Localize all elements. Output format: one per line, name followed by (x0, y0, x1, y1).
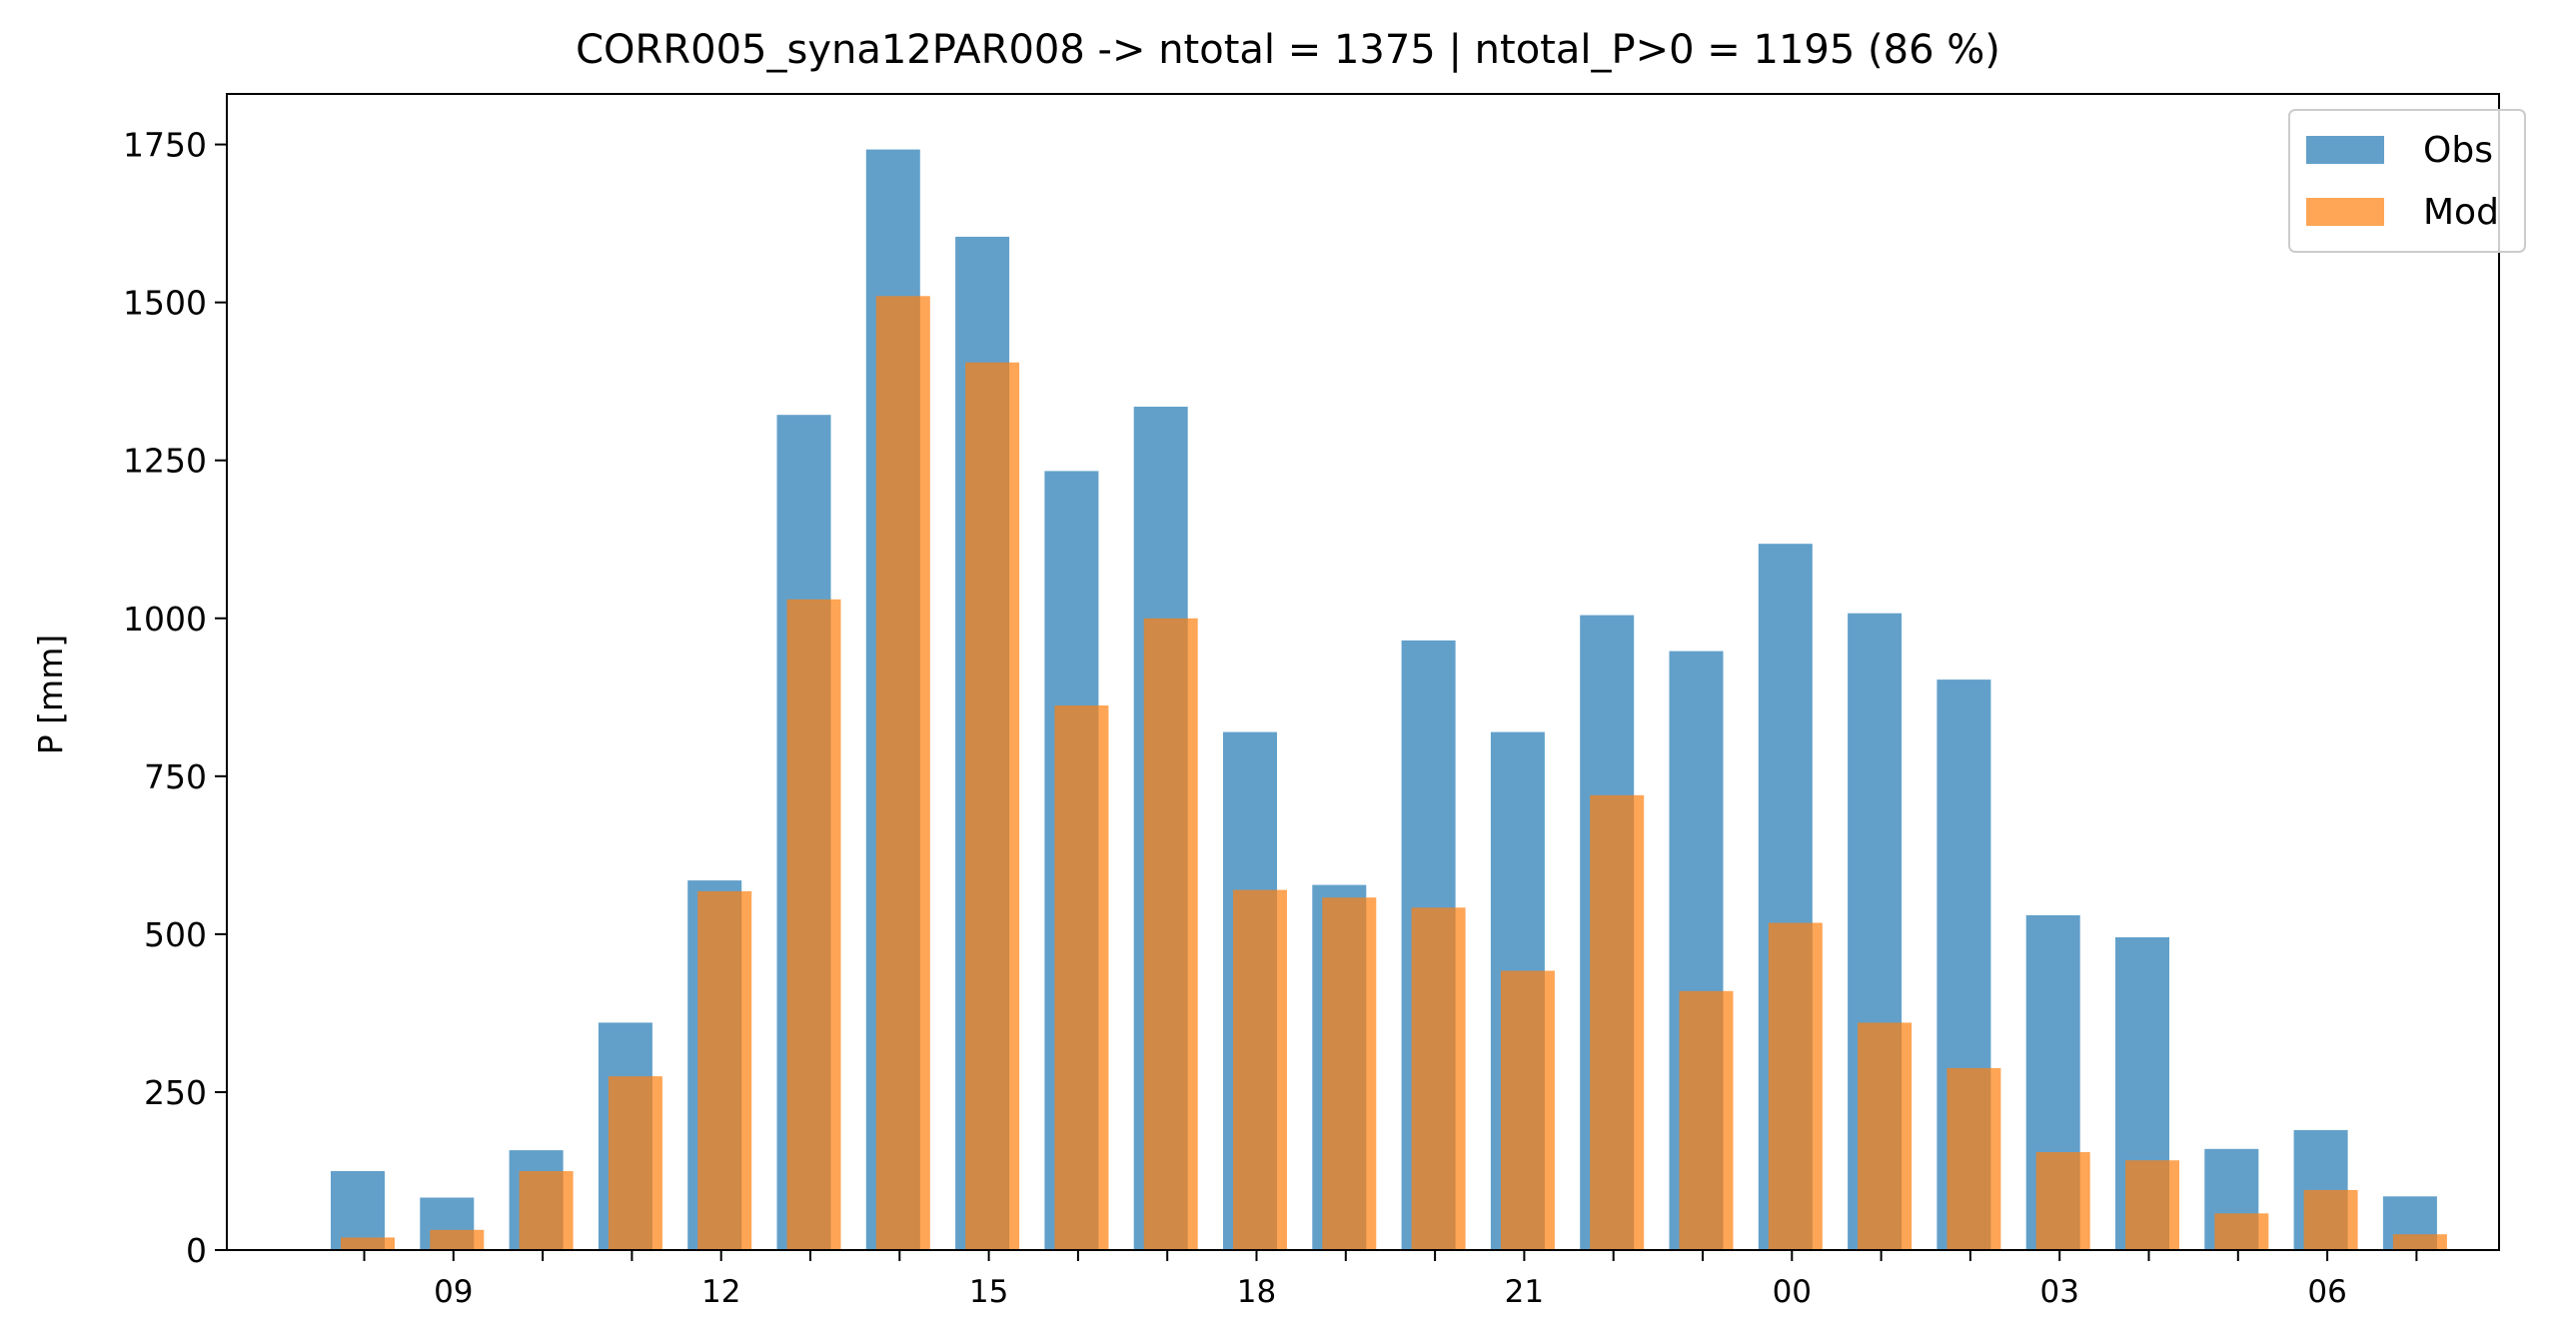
mod-bar-7 (965, 362, 1020, 1250)
mod-bar-13 (1500, 970, 1555, 1250)
x-tick-label-03: 03 (2039, 1274, 2078, 1310)
x-tick-label-18: 18 (1237, 1274, 1276, 1310)
legend: Obs Mod (2288, 109, 2526, 253)
y-tick-label-1500: 1500 (123, 284, 207, 323)
mod-bar-2 (519, 1171, 574, 1250)
mod-bar-15 (1679, 990, 1734, 1250)
y-axis-label: P [mm] (31, 635, 70, 754)
mod-bar-3 (608, 1076, 662, 1250)
mod-bar-0 (341, 1237, 395, 1250)
y-tick-label-250: 250 (144, 1073, 207, 1112)
legend-label-mod: Mod (2423, 192, 2499, 233)
mod-bar-23 (2392, 1234, 2447, 1250)
plot-frame (226, 93, 2500, 1251)
x-tick-label-00: 00 (1773, 1274, 1812, 1310)
y-tick-label-1250: 1250 (123, 442, 207, 481)
x-tick-label-15: 15 (969, 1274, 1008, 1310)
y-tick-label-1000: 1000 (123, 600, 207, 639)
legend-label-obs: Obs (2423, 130, 2493, 171)
mod-bar-22 (2303, 1189, 2358, 1250)
mod-bar-6 (875, 296, 930, 1250)
mod-bar-11 (1322, 897, 1377, 1250)
x-tick-label-12: 12 (701, 1274, 740, 1310)
mod-bar-8 (1054, 705, 1109, 1250)
y-tick-label-750: 750 (144, 757, 207, 796)
mod-bar-4 (697, 890, 752, 1250)
legend-swatch-mod (2306, 198, 2384, 226)
mod-bar-5 (786, 599, 841, 1250)
mod-bar-1 (430, 1229, 485, 1250)
mod-bar-10 (1233, 889, 1287, 1250)
mod-bars (341, 296, 2447, 1250)
mod-bar-12 (1411, 907, 1466, 1250)
x-axis: 09 12 15 18 21 00 03 06 (363, 1250, 2418, 1310)
mod-bar-21 (2214, 1213, 2269, 1250)
mod-bar-9 (1143, 618, 1198, 1250)
y-tick-label-1750: 1750 (123, 126, 207, 165)
mod-bar-19 (2035, 1152, 2090, 1250)
y-tick-label-0: 0 (186, 1231, 207, 1270)
mod-bar-14 (1590, 794, 1645, 1250)
x-tick-label-09: 09 (434, 1274, 473, 1310)
x-tick-label-21: 21 (1505, 1274, 1544, 1310)
y-axis: 0 250 500 750 1000 1250 1500 1750 (123, 126, 227, 1270)
mod-bar-16 (1768, 922, 1823, 1250)
y-tick-label-500: 500 (144, 915, 207, 954)
obs-bar-0 (331, 1171, 385, 1250)
mod-bar-20 (2125, 1160, 2179, 1250)
mod-bar-18 (1946, 1067, 2001, 1250)
legend-swatch-obs (2306, 136, 2384, 164)
chart-title: CORR005_syna12PAR008 -> ntotal = 1375 | … (576, 27, 2000, 73)
x-tick-label-06: 06 (2307, 1274, 2346, 1310)
mod-bar-17 (1858, 1022, 1913, 1250)
